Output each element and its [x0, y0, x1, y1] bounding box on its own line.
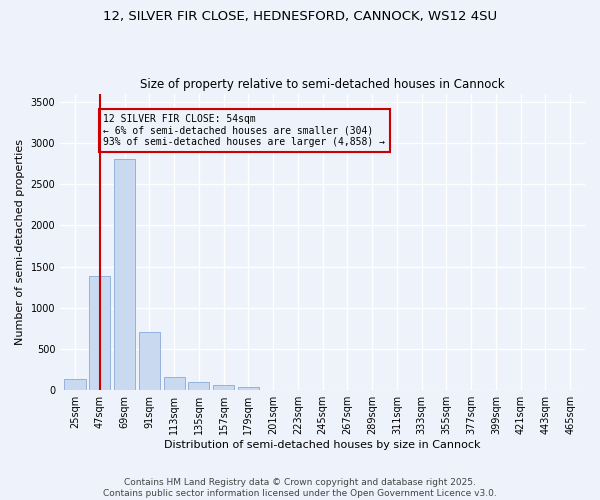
Bar — [188, 382, 209, 390]
X-axis label: Distribution of semi-detached houses by size in Cannock: Distribution of semi-detached houses by … — [164, 440, 481, 450]
Bar — [89, 276, 110, 390]
Bar — [114, 160, 135, 390]
Text: Contains HM Land Registry data © Crown copyright and database right 2025.
Contai: Contains HM Land Registry data © Crown c… — [103, 478, 497, 498]
Bar — [213, 386, 234, 390]
Bar — [139, 332, 160, 390]
Y-axis label: Number of semi-detached properties: Number of semi-detached properties — [15, 139, 25, 345]
Bar — [64, 380, 86, 390]
Bar — [164, 378, 185, 390]
Text: 12 SILVER FIR CLOSE: 54sqm
← 6% of semi-detached houses are smaller (304)
93% of: 12 SILVER FIR CLOSE: 54sqm ← 6% of semi-… — [103, 114, 385, 148]
Text: 12, SILVER FIR CLOSE, HEDNESFORD, CANNOCK, WS12 4SU: 12, SILVER FIR CLOSE, HEDNESFORD, CANNOC… — [103, 10, 497, 23]
Bar — [238, 386, 259, 390]
Title: Size of property relative to semi-detached houses in Cannock: Size of property relative to semi-detach… — [140, 78, 505, 91]
